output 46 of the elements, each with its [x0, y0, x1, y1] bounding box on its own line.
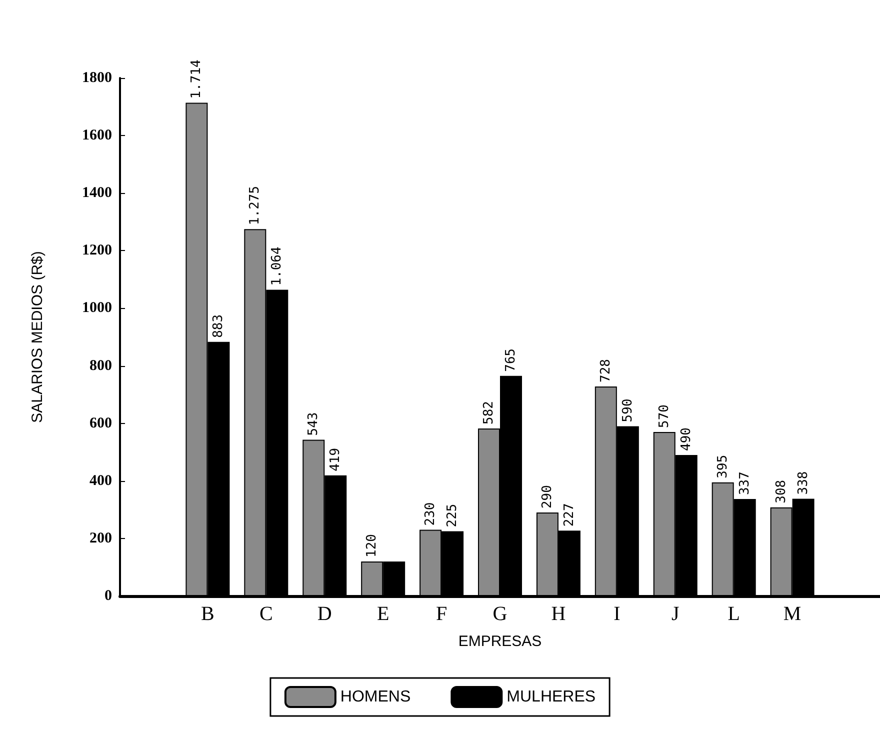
data-label: 225 [445, 504, 460, 528]
data-label: 590 [620, 398, 636, 422]
data-label: 1.714 [189, 59, 204, 99]
x-axis-title: EMPRESAS [458, 633, 542, 650]
x-tick-label: I [614, 603, 620, 625]
y-tick-label: 1200 [82, 242, 112, 259]
data-label: 582 [482, 401, 496, 425]
data-label: 543 [306, 412, 322, 436]
y-tick-label: 1800 [82, 70, 112, 86]
x-tick-label: G [492, 603, 508, 625]
data-label: 395 [715, 454, 730, 478]
y-tick-label: 1000 [82, 300, 112, 316]
data-label: 419 [328, 448, 344, 472]
legend-label: MULHERES [506, 688, 596, 706]
y-tick-label: 0 [104, 588, 112, 604]
x-tick-label: E [376, 603, 390, 625]
data-label: 230 [423, 502, 438, 526]
data-label: 290 [540, 485, 555, 509]
data-label: 490 [678, 428, 694, 451]
y-tick-label: 1400 [82, 185, 112, 202]
data-label: 338 [796, 471, 811, 495]
y-tick-label: 600 [90, 415, 112, 432]
x-tick-label: C [259, 603, 273, 625]
x-tick-label: L [728, 603, 740, 625]
data-label: 227 [562, 503, 577, 527]
y-tick-label: 800 [90, 358, 112, 374]
x-tick-label: M [783, 603, 802, 625]
x-tick-label: H [551, 603, 566, 625]
data-label: 1.064 [270, 246, 285, 286]
x-tick-label: J [671, 603, 680, 625]
data-label: 570 [656, 404, 672, 428]
data-label: 1.275 [248, 186, 263, 226]
data-label: 308 [774, 480, 789, 504]
legend-label: HOMENS [340, 688, 411, 706]
x-tick-label: D [317, 603, 332, 625]
data-label: 728 [598, 359, 614, 382]
x-tick-label: B [201, 603, 214, 625]
x-tick-label: F [436, 603, 448, 625]
data-label: 883 [211, 314, 226, 338]
data-label: 120 [364, 534, 380, 558]
y-axis-title: SALARIOS MEDIOS (R$) [29, 251, 46, 423]
y-tick-label: 200 [90, 530, 112, 546]
data-label: 765 [504, 348, 518, 372]
y-tick-label: 400 [90, 472, 112, 489]
data-label: 337 [737, 472, 752, 496]
y-tick-label: 1600 [82, 128, 112, 144]
